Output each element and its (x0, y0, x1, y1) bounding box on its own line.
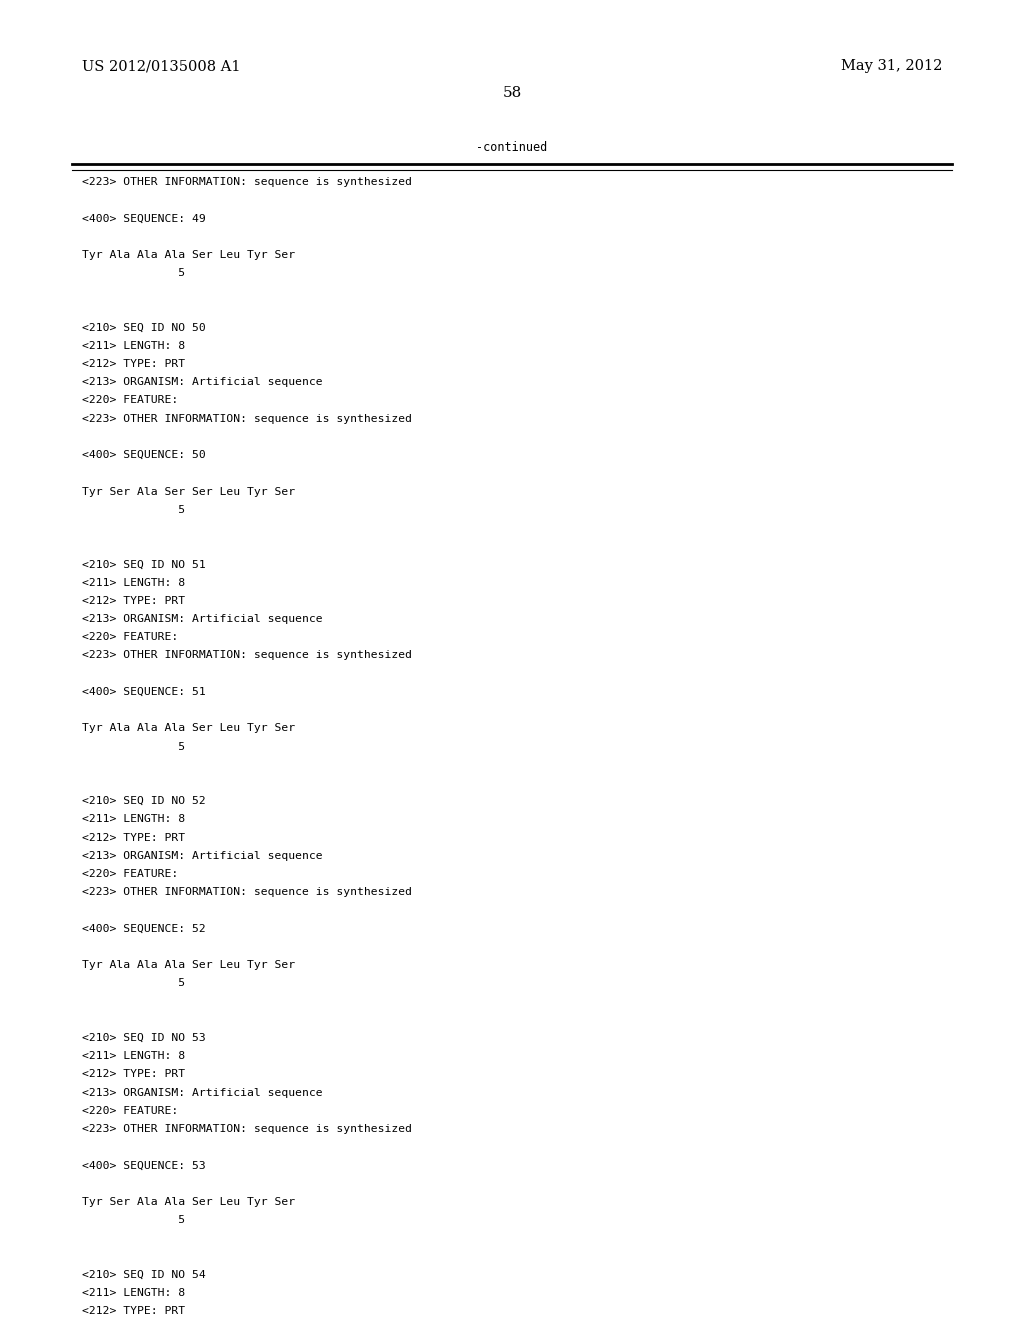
Text: Tyr Ser Ala Ala Ser Leu Tyr Ser: Tyr Ser Ala Ala Ser Leu Tyr Ser (82, 1197, 295, 1206)
Text: 5: 5 (82, 1216, 185, 1225)
Text: 5: 5 (82, 504, 185, 515)
Text: <211> LENGTH: 8: <211> LENGTH: 8 (82, 814, 185, 825)
Text: <220> FEATURE:: <220> FEATURE: (82, 396, 178, 405)
Text: <213> ORGANISM: Artificial sequence: <213> ORGANISM: Artificial sequence (82, 851, 323, 861)
Text: <223> OTHER INFORMATION: sequence is synthesized: <223> OTHER INFORMATION: sequence is syn… (82, 177, 412, 187)
Text: Tyr Ala Ala Ala Ser Leu Tyr Ser: Tyr Ala Ala Ala Ser Leu Tyr Ser (82, 960, 295, 970)
Text: 58: 58 (503, 86, 521, 100)
Text: <211> LENGTH: 8: <211> LENGTH: 8 (82, 341, 185, 351)
Text: <211> LENGTH: 8: <211> LENGTH: 8 (82, 1288, 185, 1298)
Text: <211> LENGTH: 8: <211> LENGTH: 8 (82, 1051, 185, 1061)
Text: <210> SEQ ID NO 53: <210> SEQ ID NO 53 (82, 1034, 206, 1043)
Text: <213> ORGANISM: Artificial sequence: <213> ORGANISM: Artificial sequence (82, 1088, 323, 1098)
Text: <223> OTHER INFORMATION: sequence is synthesized: <223> OTHER INFORMATION: sequence is syn… (82, 413, 412, 424)
Text: <220> FEATURE:: <220> FEATURE: (82, 1106, 178, 1115)
Text: <212> TYPE: PRT: <212> TYPE: PRT (82, 359, 185, 370)
Text: <400> SEQUENCE: 52: <400> SEQUENCE: 52 (82, 924, 206, 933)
Text: 5: 5 (82, 978, 185, 989)
Text: <223> OTHER INFORMATION: sequence is synthesized: <223> OTHER INFORMATION: sequence is syn… (82, 887, 412, 898)
Text: <211> LENGTH: 8: <211> LENGTH: 8 (82, 578, 185, 587)
Text: <210> SEQ ID NO 54: <210> SEQ ID NO 54 (82, 1270, 206, 1280)
Text: US 2012/0135008 A1: US 2012/0135008 A1 (82, 59, 241, 74)
Text: Tyr Ala Ala Ala Ser Leu Tyr Ser: Tyr Ala Ala Ala Ser Leu Tyr Ser (82, 249, 295, 260)
Text: <213> ORGANISM: Artificial sequence: <213> ORGANISM: Artificial sequence (82, 378, 323, 387)
Text: <400> SEQUENCE: 49: <400> SEQUENCE: 49 (82, 214, 206, 223)
Text: Tyr Ala Ala Ala Ser Leu Tyr Ser: Tyr Ala Ala Ala Ser Leu Tyr Ser (82, 723, 295, 734)
Text: <223> OTHER INFORMATION: sequence is synthesized: <223> OTHER INFORMATION: sequence is syn… (82, 1125, 412, 1134)
Text: Tyr Ser Ala Ser Ser Leu Tyr Ser: Tyr Ser Ala Ser Ser Leu Tyr Ser (82, 487, 295, 496)
Text: <210> SEQ ID NO 51: <210> SEQ ID NO 51 (82, 560, 206, 569)
Text: -continued: -continued (476, 141, 548, 154)
Text: <220> FEATURE:: <220> FEATURE: (82, 869, 178, 879)
Text: <400> SEQUENCE: 50: <400> SEQUENCE: 50 (82, 450, 206, 461)
Text: <212> TYPE: PRT: <212> TYPE: PRT (82, 833, 185, 842)
Text: <223> OTHER INFORMATION: sequence is synthesized: <223> OTHER INFORMATION: sequence is syn… (82, 651, 412, 660)
Text: 5: 5 (82, 742, 185, 751)
Text: <212> TYPE: PRT: <212> TYPE: PRT (82, 595, 185, 606)
Text: <210> SEQ ID NO 52: <210> SEQ ID NO 52 (82, 796, 206, 807)
Text: <400> SEQUENCE: 53: <400> SEQUENCE: 53 (82, 1160, 206, 1171)
Text: May 31, 2012: May 31, 2012 (841, 59, 942, 74)
Text: <210> SEQ ID NO 50: <210> SEQ ID NO 50 (82, 322, 206, 333)
Text: <213> ORGANISM: Artificial sequence: <213> ORGANISM: Artificial sequence (82, 614, 323, 624)
Text: <400> SEQUENCE: 51: <400> SEQUENCE: 51 (82, 686, 206, 697)
Text: <212> TYPE: PRT: <212> TYPE: PRT (82, 1069, 185, 1080)
Text: 5: 5 (82, 268, 185, 279)
Text: <220> FEATURE:: <220> FEATURE: (82, 632, 178, 643)
Text: <212> TYPE: PRT: <212> TYPE: PRT (82, 1307, 185, 1316)
